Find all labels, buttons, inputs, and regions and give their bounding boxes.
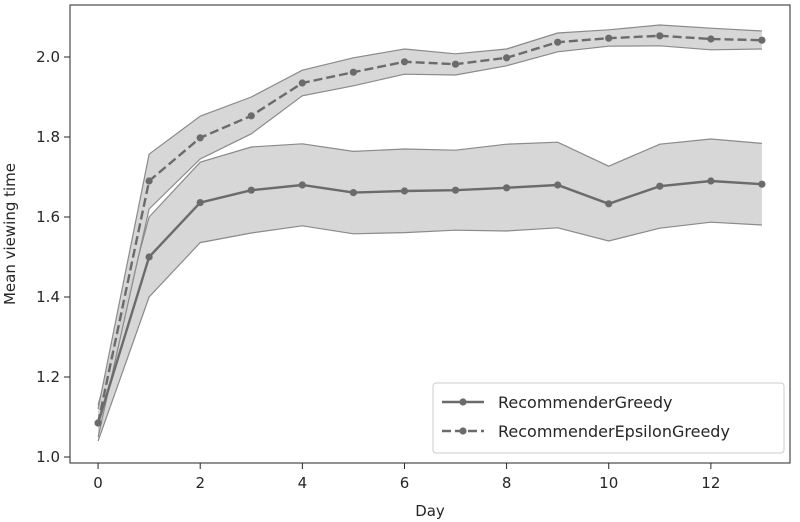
y-tick-label: 1.4 <box>36 288 60 306</box>
data-point-0-4 <box>298 181 306 189</box>
data-point-1-10 <box>605 34 613 42</box>
data-point-1-5 <box>349 68 357 76</box>
data-point-1-9 <box>554 38 562 46</box>
data-point-0-12 <box>707 177 715 185</box>
data-point-1-12 <box>707 35 715 43</box>
data-point-0-6 <box>400 187 409 195</box>
data-point-1-0 <box>94 419 102 427</box>
y-axis-ticks: 1.0 1.2 1.4 1.6 1.8 2.0 <box>36 48 70 466</box>
data-point-1-1 <box>145 177 153 185</box>
x-axis-label: Day <box>415 502 445 520</box>
series-markers <box>94 32 766 427</box>
legend: RecommenderGreedy RecommenderEpsilonGree… <box>432 382 785 454</box>
legend-marker-greedy <box>459 398 467 406</box>
band-lower-edge-1 <box>97 45 762 438</box>
confidence-bands <box>97 24 762 442</box>
y-tick-label: 1.6 <box>36 208 60 226</box>
band-area-0 <box>98 139 762 441</box>
legend-label-epsilon-greedy: RecommenderEpsilonGreedy <box>498 422 730 441</box>
y-tick-label: 1.2 <box>36 368 60 386</box>
data-point-0-11 <box>656 182 664 190</box>
x-tick-label: 12 <box>701 474 720 492</box>
x-tick-label: 10 <box>599 474 618 492</box>
plot-area-frame <box>69 4 791 464</box>
series-line-0 <box>96 179 762 424</box>
data-point-1-4 <box>298 79 306 87</box>
y-axis-label: Mean viewing time <box>1 163 19 305</box>
legend-label-greedy: RecommenderGreedy <box>498 393 673 412</box>
data-point-0-8 <box>503 184 511 192</box>
series-lines <box>96 34 762 424</box>
legend-marker-epsilon-greedy <box>459 427 467 435</box>
y-tick-label: 1.0 <box>36 448 60 466</box>
band-upper-edge-1 <box>97 24 762 410</box>
x-tick-label: 2 <box>195 474 205 492</box>
data-point-1-3 <box>247 112 255 120</box>
data-point-1-6 <box>400 58 409 66</box>
band-upper-edge-0 <box>97 138 762 406</box>
data-point-1-13 <box>758 36 766 44</box>
data-point-1-11 <box>656 32 664 40</box>
series-line-1 <box>96 34 762 424</box>
legend-box <box>432 382 785 454</box>
data-point-0-13 <box>758 180 766 188</box>
data-point-0-7 <box>451 186 460 194</box>
data-point-1-8 <box>503 54 511 62</box>
data-point-0-10 <box>605 200 613 208</box>
data-point-0-1 <box>145 253 153 261</box>
data-point-0-9 <box>554 181 562 189</box>
data-point-1-7 <box>451 60 460 68</box>
data-point-0-2 <box>196 199 204 207</box>
x-axis-ticks: 0 2 4 6 8 10 12 <box>93 463 720 492</box>
data-point-0-5 <box>349 189 357 197</box>
data-point-0-3 <box>247 186 255 194</box>
x-tick-label: 4 <box>298 474 308 492</box>
x-tick-label: 8 <box>502 474 512 492</box>
x-tick-label: 0 <box>93 474 103 492</box>
band-lower-edge-0 <box>97 221 762 442</box>
data-point-1-2 <box>196 134 204 142</box>
y-tick-label: 1.8 <box>36 128 60 146</box>
y-tick-label: 2.0 <box>36 48 60 66</box>
x-tick-label: 6 <box>400 474 410 492</box>
